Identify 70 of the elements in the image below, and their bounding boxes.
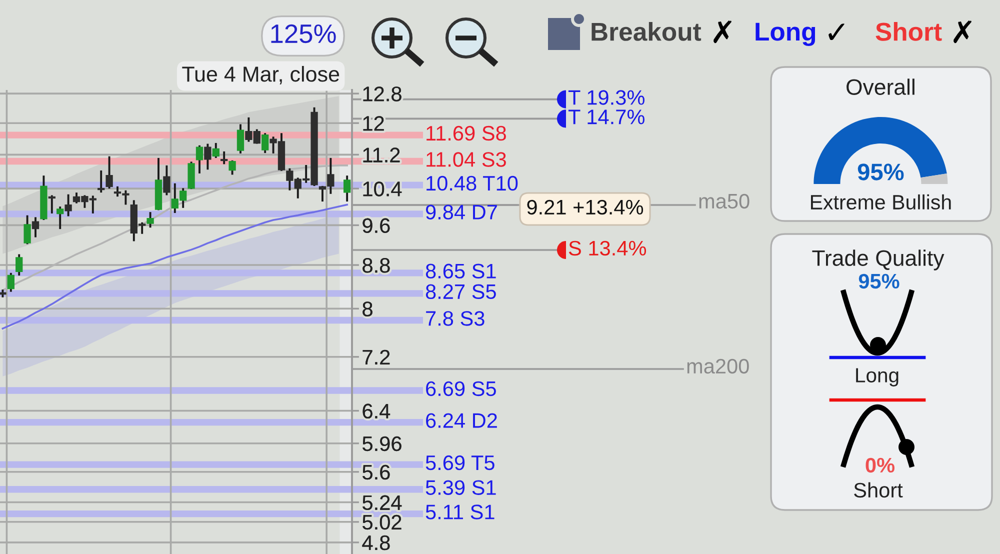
ref-line-label: 10.48 T10	[426, 176, 518, 191]
candlestick	[146, 211, 154, 229]
candlestick	[163, 164, 170, 196]
text: 125%	[271, 24, 336, 44]
candlestick	[32, 216, 40, 238]
y-tick-label: 7.2	[362, 350, 390, 364]
y-tick-label: 12	[363, 116, 384, 131]
y-tick-label: 12.8	[363, 86, 402, 102]
text: ma50	[699, 194, 750, 209]
candlestick	[7, 272, 14, 293]
text: Short	[876, 22, 942, 41]
y-tick-label: 5.24	[362, 495, 402, 510]
ref-line-label: 5.11 S1	[426, 504, 494, 520]
line-series	[2, 204, 348, 330]
text: ma200	[687, 358, 749, 374]
text: Long	[856, 368, 898, 386]
text: ✗	[714, 20, 732, 44]
y-tick-label: 5.6	[362, 464, 390, 480]
ref-line-label: 11.69 S8	[426, 126, 506, 141]
ref-line-label: 8.65 S1	[426, 264, 496, 278]
text: T 14.7%	[568, 110, 644, 124]
data-label: 95%	[858, 164, 904, 180]
y-tick-label: 8	[362, 302, 372, 316]
text: 9.21 +13.4%	[527, 200, 644, 215]
text: Trade Quality	[812, 250, 944, 270]
ref-line-label: 6.69 S5	[426, 381, 496, 396]
ref-line-label: 7.8 S3	[426, 311, 484, 326]
candlestick	[236, 123, 244, 154]
candlestick	[16, 253, 23, 277]
candlestick	[24, 214, 31, 246]
text: 0%	[866, 458, 895, 473]
text: ✗	[954, 20, 972, 44]
candlestick	[48, 194, 56, 214]
ref-line-label: 8.27 S5	[426, 284, 496, 300]
text: 95%	[858, 274, 900, 289]
y-tick-label: 9.6	[362, 218, 390, 233]
candlestick	[56, 206, 64, 230]
candlestick	[98, 169, 105, 194]
y-tick-label: 11.2	[363, 148, 400, 162]
chart-title: Overall	[846, 78, 914, 95]
y-tick-label: 5.96	[362, 436, 402, 452]
candlestick	[114, 185, 122, 198]
text: S 13.4%	[568, 240, 646, 256]
y-tick-label: 10.4	[363, 182, 402, 196]
candlestick	[220, 150, 228, 166]
candlestick	[122, 189, 130, 206]
ref-line-label: 5.39 S1	[426, 480, 496, 495]
candlestick	[262, 132, 269, 154]
text: Tue 4 Mar, close	[182, 66, 340, 84]
y-tick-label: 8.8	[362, 258, 390, 273]
candlestick	[64, 193, 72, 218]
text: T 19.3%	[568, 90, 644, 105]
text: Short	[854, 482, 903, 498]
ref-line-label: 9.84 D7	[426, 204, 497, 220]
ref-line-label: 11.04 S3	[426, 152, 506, 167]
candlestick	[204, 142, 212, 171]
y-tick-label: 4.8	[362, 535, 390, 550]
candlestick	[196, 144, 204, 174]
candlestick	[344, 174, 351, 202]
candlestick	[228, 159, 236, 176]
text: Breakout	[592, 22, 702, 41]
y-tick-label: 6.4	[362, 404, 390, 419]
candlestick	[212, 142, 220, 159]
ref-line-label: 6.24 D2	[426, 413, 497, 428]
candlestick	[106, 155, 113, 190]
text: Extreme Bullish	[810, 194, 951, 210]
ref-line-label: 5.69 T5	[426, 455, 494, 470]
text: Long	[756, 22, 816, 46]
y-tick-label: 5.02	[362, 514, 402, 530]
text: ✓	[828, 24, 844, 40]
